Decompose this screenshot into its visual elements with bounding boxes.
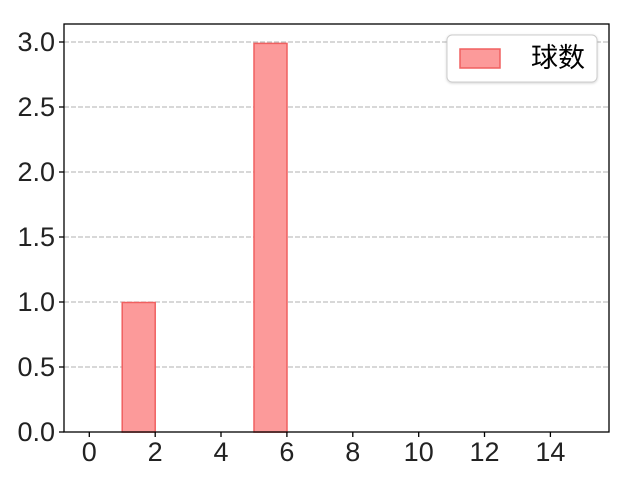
- svg-text:0: 0: [82, 437, 97, 467]
- svg-text:12: 12: [469, 437, 499, 467]
- svg-text:球数: 球数: [531, 43, 585, 73]
- svg-text:14: 14: [535, 437, 565, 467]
- svg-text:6: 6: [279, 437, 294, 467]
- svg-text:2: 2: [148, 437, 163, 467]
- svg-text:10: 10: [404, 437, 434, 467]
- svg-text:1.5: 1.5: [17, 222, 55, 252]
- svg-text:3.0: 3.0: [17, 27, 55, 57]
- svg-text:0.0: 0.0: [17, 417, 55, 447]
- svg-text:0.5: 0.5: [17, 352, 55, 382]
- svg-text:8: 8: [345, 437, 360, 467]
- svg-text:4: 4: [213, 437, 228, 467]
- svg-text:2.0: 2.0: [17, 157, 55, 187]
- svg-text:1.0: 1.0: [17, 287, 55, 317]
- svg-text:2.5: 2.5: [17, 92, 55, 122]
